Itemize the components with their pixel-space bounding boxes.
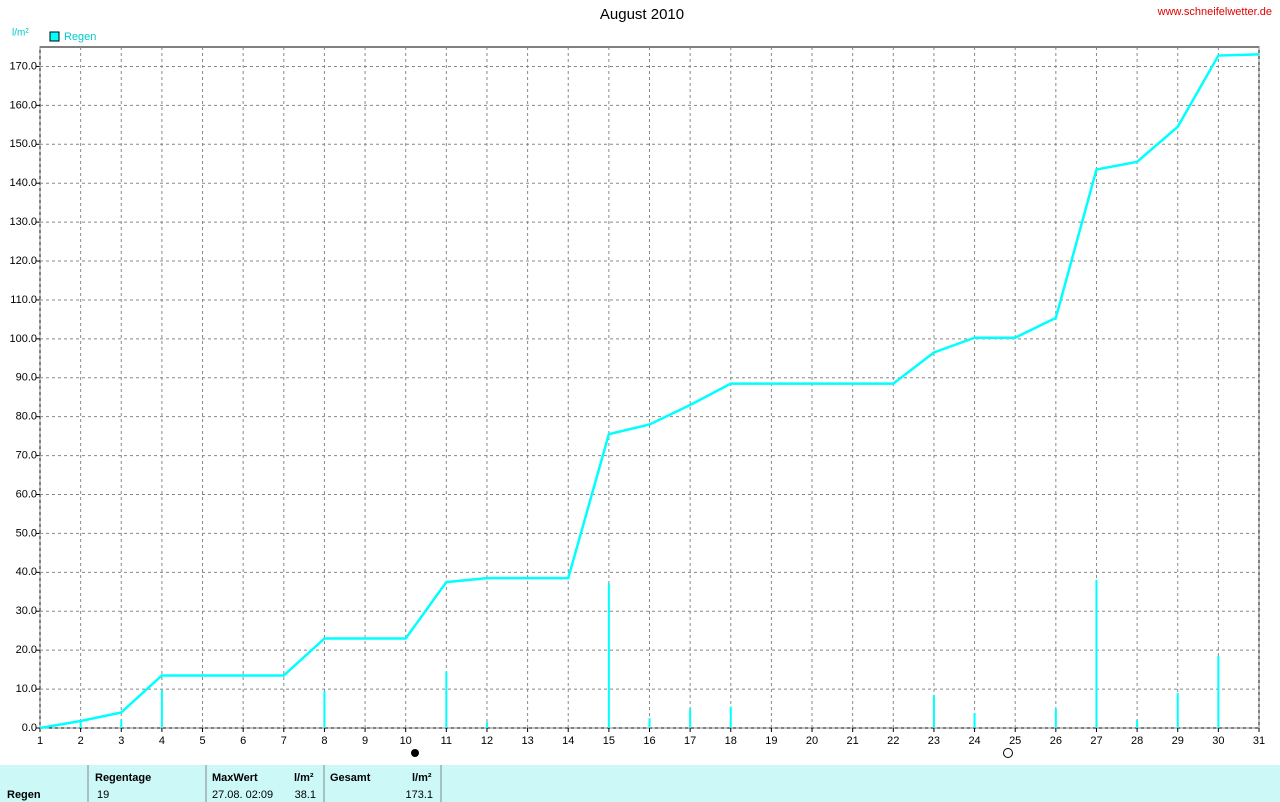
x-tick-label: 9	[362, 735, 368, 747]
y-tick-label: 80.0	[16, 411, 37, 423]
y-tick-label: 70.0	[16, 450, 37, 462]
legend-swatch	[49, 31, 60, 42]
summary-header: l/m²	[294, 772, 314, 784]
y-tick-label: 0.0	[22, 722, 37, 734]
x-tick-label: 29	[1172, 735, 1184, 747]
x-tick-label: 26	[1050, 735, 1062, 747]
x-tick-label: 31	[1253, 735, 1265, 747]
y-tick-label: 140.0	[9, 177, 37, 189]
summary-value: 19	[97, 789, 109, 801]
chart-title: August 2010	[600, 6, 684, 23]
summary-value: 27.08. 02:09	[212, 789, 273, 801]
summary-header: MaxWert	[212, 772, 258, 784]
y-tick-label: 100.0	[9, 333, 37, 345]
x-tick-label: 15	[603, 735, 615, 747]
y-axis-label: l/m²	[12, 28, 29, 39]
summary-value: 38.1	[295, 789, 316, 801]
x-tick-label: 3	[118, 735, 124, 747]
y-tick-label: 60.0	[16, 488, 37, 500]
x-tick-label: 20	[806, 735, 818, 747]
x-tick-label: 24	[968, 735, 980, 747]
x-tick-label: 28	[1131, 735, 1143, 747]
y-tick-label: 50.0	[16, 527, 37, 539]
summary-header: Gesamt	[330, 772, 371, 784]
x-tick-label: 21	[847, 735, 859, 747]
moon-icon	[1003, 748, 1013, 758]
y-tick-label: 20.0	[16, 644, 37, 656]
x-tick-label: 30	[1212, 735, 1224, 747]
x-tick-label: 10	[400, 735, 412, 747]
y-tick-label: 170.0	[9, 60, 37, 72]
x-tick-label: 6	[240, 735, 246, 747]
summary-header: l/m²	[412, 772, 432, 784]
x-tick-label: 11	[441, 735, 452, 747]
y-tick-label: 120.0	[9, 255, 37, 267]
y-tick-label: 40.0	[16, 566, 37, 578]
y-tick-label: 130.0	[9, 216, 37, 228]
y-tick-label: 30.0	[16, 605, 37, 617]
x-tick-label: 14	[562, 735, 574, 747]
x-tick-label: 2	[78, 735, 84, 747]
summary-bg	[0, 765, 1280, 802]
y-tick-label: 90.0	[16, 372, 37, 384]
moon-icon	[411, 749, 419, 757]
x-tick-label: 1	[37, 735, 43, 747]
x-tick-label: 16	[643, 735, 655, 747]
x-tick-label: 25	[1009, 735, 1021, 747]
y-tick-label: 10.0	[16, 683, 37, 695]
x-tick-label: 18	[725, 735, 737, 747]
legend-label: Regen	[64, 31, 96, 43]
x-tick-label: 5	[199, 735, 205, 747]
x-tick-label: 12	[481, 735, 493, 747]
x-tick-label: 23	[928, 735, 940, 747]
y-tick-label: 110.0	[10, 294, 37, 306]
summary-row-label: Regen	[7, 789, 41, 801]
source: www.schneifelwetter.de	[1157, 6, 1272, 18]
y-tick-label: 160.0	[9, 99, 37, 111]
x-tick-label: 13	[521, 735, 533, 747]
x-tick-label: 7	[281, 735, 287, 747]
x-tick-label: 4	[159, 735, 165, 747]
x-tick-label: 19	[765, 735, 777, 747]
x-tick-label: 27	[1090, 735, 1102, 747]
x-tick-label: 22	[887, 735, 899, 747]
rain-line	[39, 53, 1260, 730]
x-tick-label: 8	[321, 735, 327, 747]
summary-value: 173.1	[405, 789, 433, 801]
y-tick-label: 150.0	[9, 138, 37, 150]
summary-header: Regentage	[95, 772, 151, 784]
x-tick-label: 17	[684, 735, 696, 747]
